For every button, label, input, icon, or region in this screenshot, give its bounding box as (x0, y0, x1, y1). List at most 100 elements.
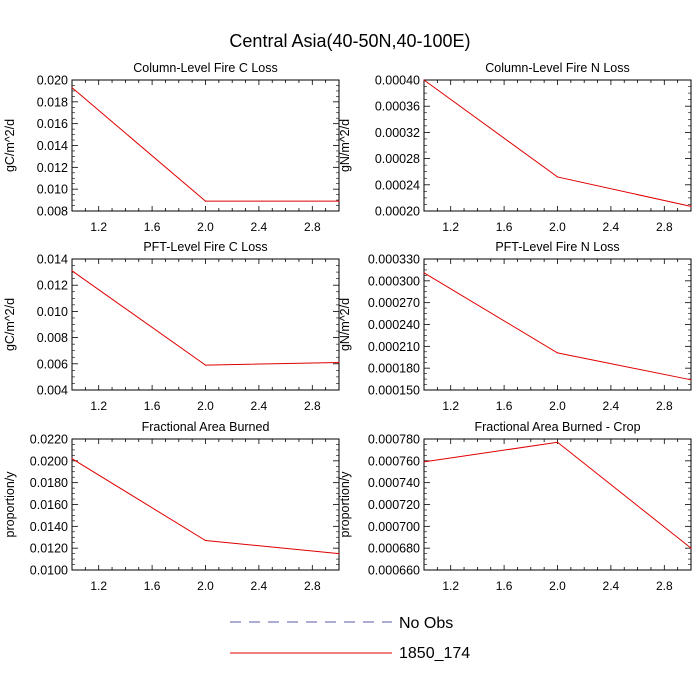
y-axis-label: gC/m^2/d (3, 119, 17, 172)
y-tick-label: 0.000700 (368, 520, 420, 534)
data-point (556, 352, 559, 354)
x-tick-label: 2.0 (549, 220, 566, 234)
y-axis-label: gC/m^2/d (3, 298, 17, 351)
x-tick-label: 1.2 (90, 399, 107, 413)
y-tick-label: 0.000270 (368, 296, 420, 310)
y-axis-label: proportion/y (338, 471, 352, 538)
x-tick-label: 1.6 (144, 399, 161, 413)
y-tick-label: 0.000240 (368, 318, 420, 332)
panel-title: Fractional Area Burned - Crop (474, 420, 640, 434)
y-tick-label: 0.016 (37, 117, 68, 131)
y-tick-label: 0.0140 (30, 520, 68, 534)
x-tick-label: 2.4 (251, 399, 268, 413)
y-tick-label: 0.000740 (368, 476, 420, 490)
y-tick-label: 0.008 (37, 205, 68, 219)
y-tick-label: 0.00024 (375, 178, 420, 192)
x-tick-label: 2.8 (656, 579, 673, 593)
x-tick-label: 2.0 (549, 579, 566, 593)
y-tick-label: 0.014 (37, 253, 68, 267)
x-tick-label: 2.8 (304, 399, 321, 413)
panel-5: Fractional Area Burned - Crop proportion/… (338, 420, 692, 593)
y-tick-label: 0.010 (37, 305, 68, 319)
y-axis-label: gN/m^2/d (338, 298, 352, 351)
data-point (338, 553, 340, 555)
x-tick-label: 2.0 (197, 579, 214, 593)
data-point (71, 87, 73, 89)
legend-label-no-obs: No Obs (399, 615, 453, 632)
data-point (690, 379, 692, 381)
x-tick-label: 2.0 (549, 399, 566, 413)
panel-title: Column-Level Fire N Loss (485, 61, 630, 75)
panel-title: Column-Level Fire C Loss (133, 61, 278, 75)
panel-1: Column-Level Fire N Loss gN/m^2/d 1.2 1.6 2.… (338, 61, 692, 234)
data-point (71, 458, 73, 460)
y-tick-label: 0.012 (37, 279, 68, 293)
x-tick-label: 2.4 (603, 220, 620, 234)
y-tick-label: 0.0120 (30, 542, 68, 556)
x-tick-label: 1.6 (496, 579, 513, 593)
figure-title: Central Asia(40-50N,40-100E) (229, 31, 470, 51)
y-tick-label: 0.00032 (375, 126, 420, 140)
y-tick-label: 0.00036 (375, 100, 420, 114)
y-tick-label: 0.000720 (368, 498, 420, 512)
y-tick-label: 0.000660 (368, 564, 420, 578)
x-tick-label: 1.2 (90, 220, 107, 234)
panel-0: Column-Level Fire C Loss gC/m^2/d 1.2 1.6 2.… (3, 61, 340, 234)
y-tick-label: 0.020 (37, 74, 68, 88)
y-tick-label: 0.00040 (375, 74, 420, 88)
y-tick-label: 0.0180 (30, 476, 68, 490)
panel-3: PFT-Level Fire N Loss gN/m^2/d 1.2 1.6 2.0 2.… (338, 240, 692, 413)
y-tick-label: 0.018 (37, 95, 68, 109)
y-tick-label: 0.008 (37, 331, 68, 345)
data-point (423, 272, 425, 274)
data-point (556, 176, 559, 178)
data-point (204, 539, 207, 542)
x-tick-label: 2.8 (304, 579, 321, 593)
y-tick-label: 0.0100 (30, 564, 68, 578)
x-tick-label: 2.4 (251, 220, 268, 234)
x-tick-label: 1.6 (144, 579, 161, 593)
x-tick-label: 1.2 (442, 399, 459, 413)
x-tick-label: 2.4 (603, 579, 620, 593)
data-point (204, 364, 207, 366)
y-tick-label: 0.00020 (375, 205, 420, 219)
data-point (423, 461, 425, 463)
x-tick-label: 1.2 (442, 579, 459, 593)
panel-title: Fractional Area Burned (142, 420, 270, 434)
data-point (423, 79, 425, 81)
y-tick-label: 0.010 (37, 183, 68, 197)
x-tick-label: 1.2 (442, 220, 459, 234)
data-point (338, 361, 340, 364)
y-tick-label: 0.00028 (375, 152, 420, 166)
x-tick-label: 1.6 (496, 399, 513, 413)
x-tick-label: 2.0 (197, 220, 214, 234)
y-tick-label: 0.0220 (30, 433, 68, 447)
x-tick-label: 2.0 (197, 399, 214, 413)
x-tick-label: 2.8 (656, 220, 673, 234)
data-point (556, 441, 559, 443)
x-tick-label: 2.8 (656, 399, 673, 413)
panel-title: PFT-Level Fire N Loss (495, 240, 619, 254)
y-tick-label: 0.000210 (368, 340, 420, 354)
y-tick-label: 0.0200 (30, 454, 68, 468)
y-axis-label: proportion/y (3, 471, 17, 538)
x-tick-label: 2.4 (603, 399, 620, 413)
y-tick-label: 0.0160 (30, 498, 68, 512)
legend: No Obs 1850_174 (230, 615, 470, 662)
y-tick-label: 0.000330 (368, 253, 420, 267)
data-point (71, 270, 73, 272)
panel-title: PFT-Level Fire C Loss (143, 240, 267, 254)
y-tick-label: 0.000300 (368, 274, 420, 288)
y-tick-label: 0.006 (37, 357, 68, 371)
legend-label-1850-174: 1850_174 (399, 645, 470, 662)
data-point (690, 547, 692, 549)
data-point (204, 200, 207, 202)
y-tick-label: 0.004 (37, 384, 68, 398)
x-tick-label: 1.6 (144, 220, 161, 234)
data-point (338, 200, 340, 202)
x-tick-label: 2.4 (251, 579, 268, 593)
y-tick-label: 0.000780 (368, 433, 420, 447)
x-tick-label: 2.8 (304, 220, 321, 234)
y-tick-label: 0.014 (37, 139, 68, 153)
